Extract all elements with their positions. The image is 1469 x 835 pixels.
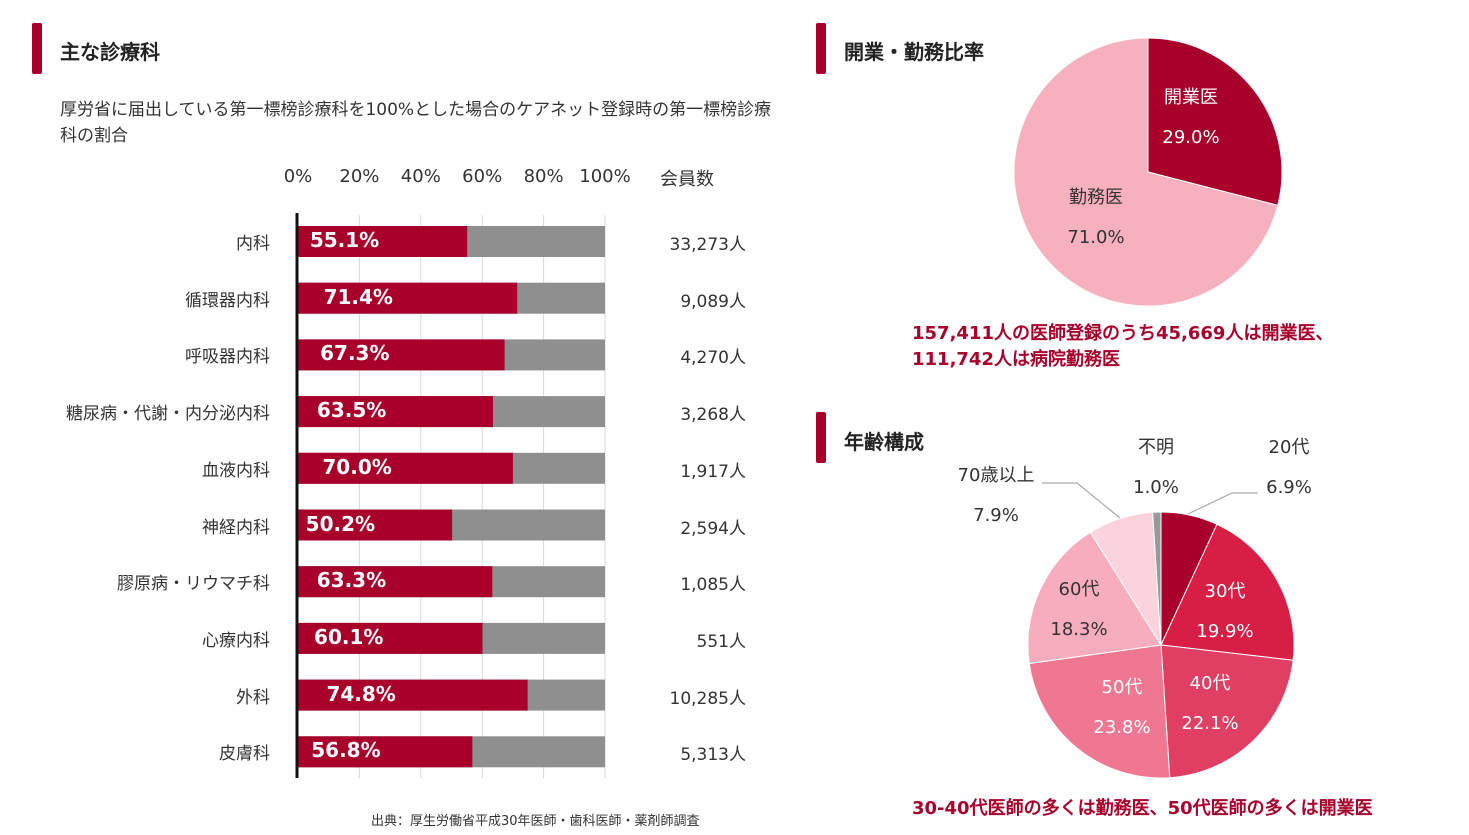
category-label: 皮膚科 bbox=[219, 744, 270, 765]
leader-line bbox=[1187, 492, 1258, 515]
bar-value bbox=[298, 622, 483, 654]
member-count: 33,273人 bbox=[669, 235, 746, 255]
category-label: 血液内科 bbox=[202, 460, 270, 481]
pie-label-50代: 50代 23.8% bbox=[1093, 668, 1150, 748]
bar-value bbox=[298, 566, 493, 598]
slice-value: 71.0% bbox=[1067, 227, 1125, 248]
section-title-departments: 主な診療科 bbox=[60, 40, 160, 64]
pie-slice-不明 bbox=[1152, 511, 1162, 646]
pie-label-開業医: 開業医 29.0% bbox=[1162, 78, 1219, 158]
slice-value: 7.9% bbox=[973, 505, 1019, 526]
category-label: 循環器内科 bbox=[185, 290, 270, 311]
member-count: 1,917人 bbox=[680, 461, 746, 482]
bar-data-label: 67.3% bbox=[320, 341, 390, 366]
bar-chart bbox=[295, 213, 606, 778]
slice-value: 19.9% bbox=[1196, 621, 1254, 642]
pie-label-不明: 不明 1.0% bbox=[1133, 428, 1179, 508]
bar-data-label: 55.1% bbox=[309, 228, 380, 252]
x-tick-label: 20% bbox=[339, 166, 380, 187]
member-count: 1,085人 bbox=[680, 575, 746, 596]
pie-slice-40代 bbox=[1160, 644, 1294, 779]
bar-value bbox=[298, 282, 518, 314]
pie-slice-30代 bbox=[1160, 523, 1295, 661]
member-count: 3,268人 bbox=[680, 405, 746, 426]
bar-data-label: 56.8% bbox=[311, 738, 381, 763]
member-count-header: 会員数 bbox=[660, 169, 714, 190]
member-count: 9,089人 bbox=[680, 291, 746, 312]
member-count: 10,285人 bbox=[669, 688, 746, 709]
slice-value: 1.0% bbox=[1133, 477, 1179, 498]
bar-data-label: 70.0% bbox=[322, 454, 392, 479]
slice-label: 60代 bbox=[1058, 579, 1100, 600]
slice-label: 70歳以上 bbox=[957, 465, 1035, 486]
bar-value bbox=[298, 452, 513, 484]
bar-value bbox=[298, 339, 505, 371]
slice-label: 40代 bbox=[1189, 673, 1231, 694]
practice-note: 157,411人の医師登録のうち45,669人は開業医、 111,742人は病院… bbox=[912, 321, 1333, 373]
x-tick-label: 40% bbox=[400, 166, 441, 187]
category-label: 呼吸器内科 bbox=[185, 347, 270, 368]
category-label: 外科 bbox=[236, 687, 270, 708]
bar-value bbox=[298, 736, 473, 768]
pie-label-40代: 40代 22.1% bbox=[1181, 664, 1238, 744]
slice-value: 22.1% bbox=[1181, 713, 1239, 734]
age-note: 30-40代医師の多くは勤務医、50代医師の多くは開業医 bbox=[912, 798, 1373, 819]
slice-label: 開業医 bbox=[1164, 87, 1218, 108]
bar-data-label: 60.1% bbox=[314, 624, 384, 649]
note-line: 111,742人は病院勤務医 bbox=[912, 349, 1120, 370]
slice-value: 6.9% bbox=[1266, 477, 1312, 498]
member-count: 2,594人 bbox=[680, 518, 746, 539]
chart-subtitle: 厚労省に届出している第一標榜診療科を100%とした場合のケアネット登録時の第一標… bbox=[60, 100, 772, 146]
section-marker bbox=[816, 412, 826, 463]
x-tick-label: 100% bbox=[579, 166, 631, 187]
member-count: 4,270人 bbox=[680, 348, 746, 369]
pie-label-70歳以上: 70歳以上 7.9% bbox=[958, 456, 1035, 536]
category-label: 膠原病・リウマチ科 bbox=[117, 574, 270, 595]
section-marker bbox=[32, 23, 42, 74]
slice-label: 20代 bbox=[1268, 437, 1310, 458]
pie-label-60代: 60代 18.3% bbox=[1050, 570, 1107, 650]
section-title-practice-ratio: 開業・勤務比率 bbox=[844, 40, 984, 64]
category-label: 糖尿病・代謝・内分泌内科 bbox=[66, 404, 270, 425]
bar-data-label: 63.5% bbox=[316, 398, 387, 423]
bar-value bbox=[298, 679, 528, 711]
category-label: 内科 bbox=[236, 234, 270, 254]
slice-value: 29.0% bbox=[1162, 127, 1220, 148]
slice-label: 勤務医 bbox=[1069, 187, 1123, 208]
leader-line bbox=[1042, 482, 1121, 519]
category-label: 神経内科 bbox=[202, 517, 270, 538]
slice-value: 18.3% bbox=[1050, 619, 1108, 640]
bar-data-label: 50.2% bbox=[305, 511, 376, 536]
pie-slice-60代 bbox=[1027, 531, 1162, 665]
section-marker bbox=[816, 23, 826, 74]
note-line: 157,411人の医師登録のうち45,669人は開業医、 bbox=[912, 323, 1334, 344]
pie-label-30代: 30代 19.9% bbox=[1196, 572, 1253, 652]
bar-value bbox=[298, 509, 453, 541]
slice-label: 50代 bbox=[1101, 677, 1143, 698]
pie-slice-勤務医 bbox=[1013, 37, 1279, 307]
bar-value bbox=[298, 226, 468, 257]
slice-label: 不明 bbox=[1137, 437, 1174, 458]
member-count: 5,313人 bbox=[680, 745, 746, 766]
pie-slice-50代 bbox=[1028, 644, 1171, 779]
pie-label-勤務医: 勤務医 71.0% bbox=[1067, 178, 1124, 258]
slice-label: 30代 bbox=[1204, 581, 1246, 602]
bar-data-label: 71.4% bbox=[323, 284, 393, 309]
slice-value: 23.8% bbox=[1093, 717, 1151, 738]
bar-value bbox=[298, 396, 493, 428]
pie-slice-開業医 bbox=[1147, 37, 1283, 206]
x-tick-label: 60% bbox=[462, 166, 503, 187]
x-tick-label: 0% bbox=[283, 166, 313, 187]
bar-data-label: 74.8% bbox=[326, 681, 396, 706]
section-title-age: 年齢構成 bbox=[844, 430, 924, 454]
x-tick-label: 80% bbox=[523, 166, 564, 187]
bar-data-label: 63.3% bbox=[316, 568, 387, 593]
pie-label-20代: 20代 6.9% bbox=[1266, 428, 1312, 508]
source-note: 出典：厚生労働省平成30年医師・歯科医師・薬剤師調査 bbox=[371, 814, 700, 829]
category-label: 心療内科 bbox=[202, 630, 270, 651]
member-count: 551人 bbox=[696, 631, 746, 652]
